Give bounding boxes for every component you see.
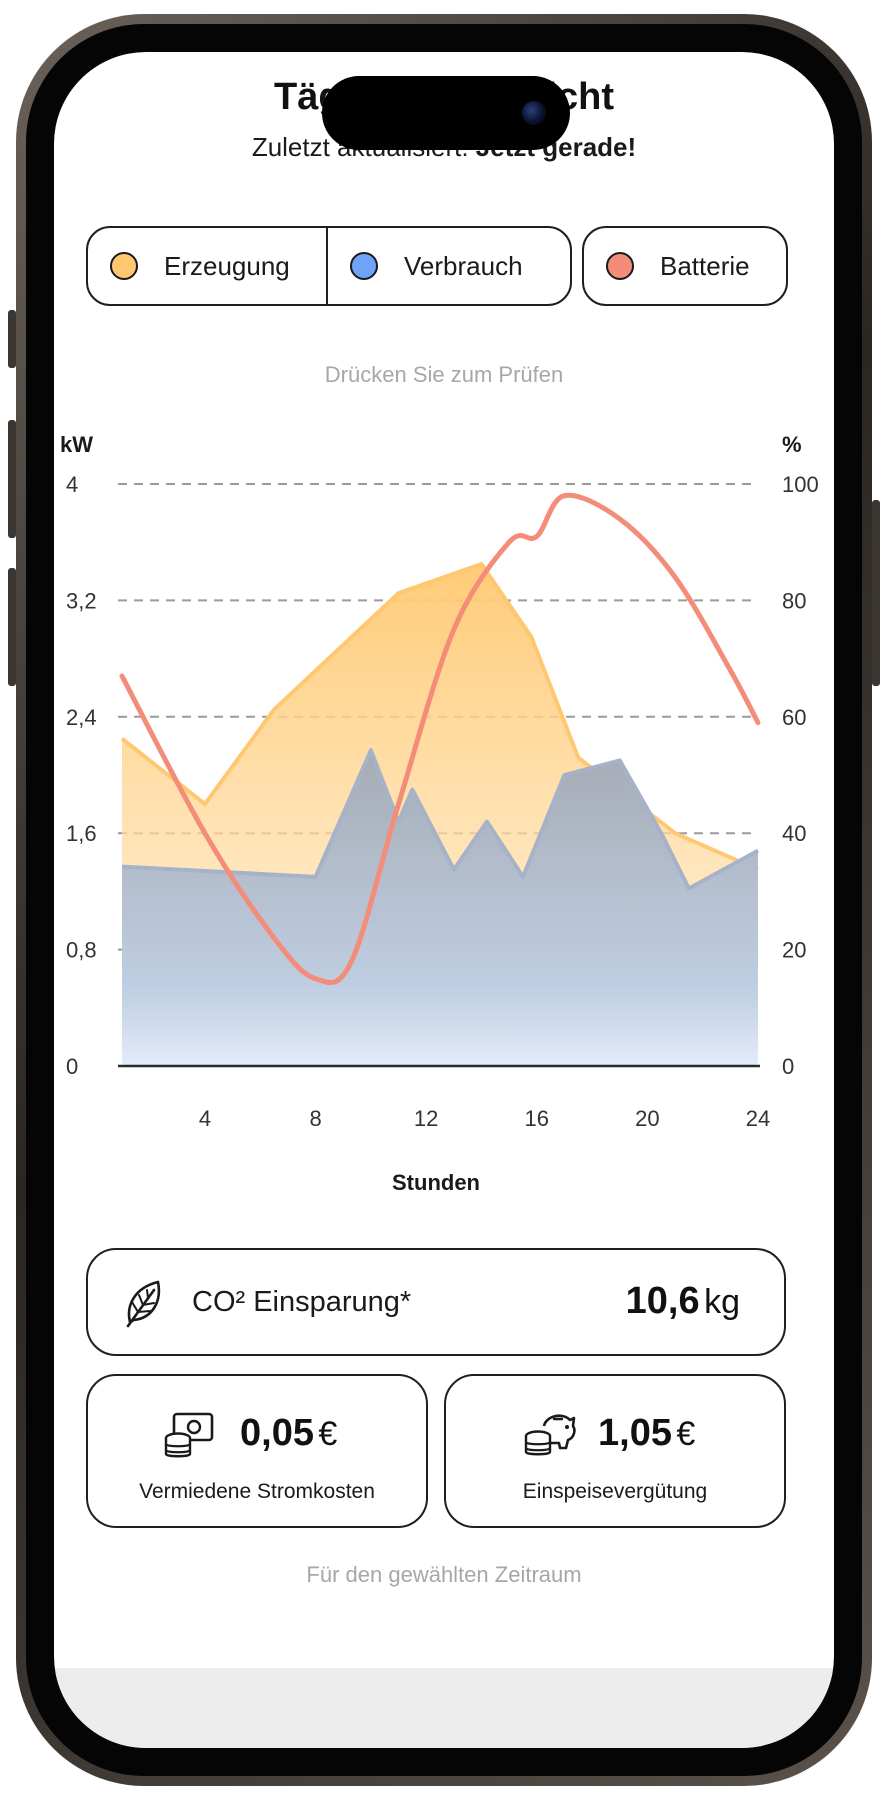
y-left-tick-label: 3,2: [66, 588, 97, 613]
avoided-costs-card: 0,05 € Vermiedene Stromkosten: [86, 1374, 428, 1528]
verbrauch-area: [122, 750, 758, 1066]
feed-in-card: 1,05 € Einspeisevergütung: [444, 1374, 786, 1528]
leaf-icon: [124, 1278, 164, 1328]
legend-group-battery: Batterie: [582, 226, 788, 306]
x-tick-label: 8: [309, 1106, 321, 1131]
y-left-tick-label: 0,8: [66, 938, 97, 963]
dynamic-island: [322, 76, 570, 150]
y-right-tick-label: 0: [782, 1054, 794, 1079]
y-left-tick-label: 1,6: [66, 821, 97, 846]
money-coins-icon: [164, 1410, 216, 1460]
camera-icon: [522, 101, 546, 125]
x-tick-label: 12: [414, 1106, 438, 1131]
legend-label-verbrauch: Verbrauch: [404, 250, 523, 281]
period-note: Für den gewählten Zeitraum: [306, 1562, 582, 1587]
volume-down-button: [8, 568, 16, 686]
avoided-unit: €: [318, 1415, 338, 1453]
avoided-value: 0,05: [240, 1412, 314, 1454]
y-left-tick-label: 0: [66, 1054, 78, 1079]
y-right-axis-label: %: [782, 432, 802, 457]
action-button: [8, 310, 16, 368]
legend-label-batterie: Batterie: [660, 250, 750, 281]
x-axis-label: Stunden: [392, 1170, 480, 1195]
piggy-bank-icon: [524, 1408, 578, 1460]
co2-label: CO² Einsparung*: [192, 1286, 412, 1318]
y-right-tick-label: 60: [782, 705, 806, 730]
chart-areas: [120, 562, 759, 1066]
verbrauch-line: [121, 748, 759, 891]
y-right-tick-label: 40: [782, 821, 806, 846]
energy-chart[interactable]: 0 0 0,8 20 1,6 40 2,4 60 3,2 80 4 100 kW % 4 8 12 16 20 24 S…: [0, 420, 888, 1200]
feedin-label: Einspeisevergütung: [522, 1480, 708, 1503]
feedin-amount: 1,05 €: [598, 1412, 695, 1455]
x-tick-label: 24: [746, 1106, 770, 1131]
x-tick-label: 4: [199, 1106, 211, 1131]
x-tick-label: 16: [525, 1106, 549, 1131]
avoided-amount: 0,05 €: [240, 1412, 337, 1455]
tap-hint: Drücken Sie zum Prüfen: [324, 362, 564, 387]
volume-up-button: [8, 420, 16, 538]
batterie-dot-icon: [606, 252, 634, 280]
y-right-tick-label: 20: [782, 938, 806, 963]
legend-toggle-verbrauch[interactable]: Verbrauch: [328, 228, 570, 304]
power-button: [872, 500, 880, 686]
y-right-tick-label: 100: [782, 472, 819, 497]
legend-toggle-erzeugung[interactable]: Erzeugung: [88, 228, 328, 304]
batterie-line: [119, 492, 761, 986]
x-tick-label: 20: [635, 1106, 659, 1131]
chart-lines: [119, 492, 761, 986]
feedin-unit: €: [676, 1415, 696, 1453]
legend-toggle-batterie[interactable]: Batterie: [584, 228, 786, 304]
erzeugung-dot-icon: [110, 252, 138, 280]
legend-group-energy: Erzeugung Verbrauch: [86, 226, 572, 306]
co2-amount: 10,6 kg: [626, 1280, 740, 1323]
chart-labels: 0 0 0,8 20 1,6 40 2,4 60 3,2 80 4 100 kW % 4 8 12 16 20 24 S…: [60, 432, 819, 1195]
co2-unit: kg: [704, 1283, 740, 1321]
y-left-tick-label: 4: [66, 472, 78, 497]
y-left-tick-label: 2,4: [66, 705, 97, 730]
avoided-label: Vermiedene Stromkosten: [139, 1480, 375, 1503]
verbrauch-dot-icon: [350, 252, 378, 280]
co2-value: 10,6: [625, 1280, 700, 1322]
y-right-tick-label: 80: [782, 588, 806, 613]
legend-label-erzeugung: Erzeugung: [164, 250, 290, 281]
bottom-sheet-edge: [54, 1668, 834, 1748]
co2-card: CO² Einsparung* 10,6 kg: [86, 1248, 786, 1356]
y-left-axis-label: kW: [60, 432, 93, 457]
feedin-value: 1,05: [598, 1412, 672, 1454]
